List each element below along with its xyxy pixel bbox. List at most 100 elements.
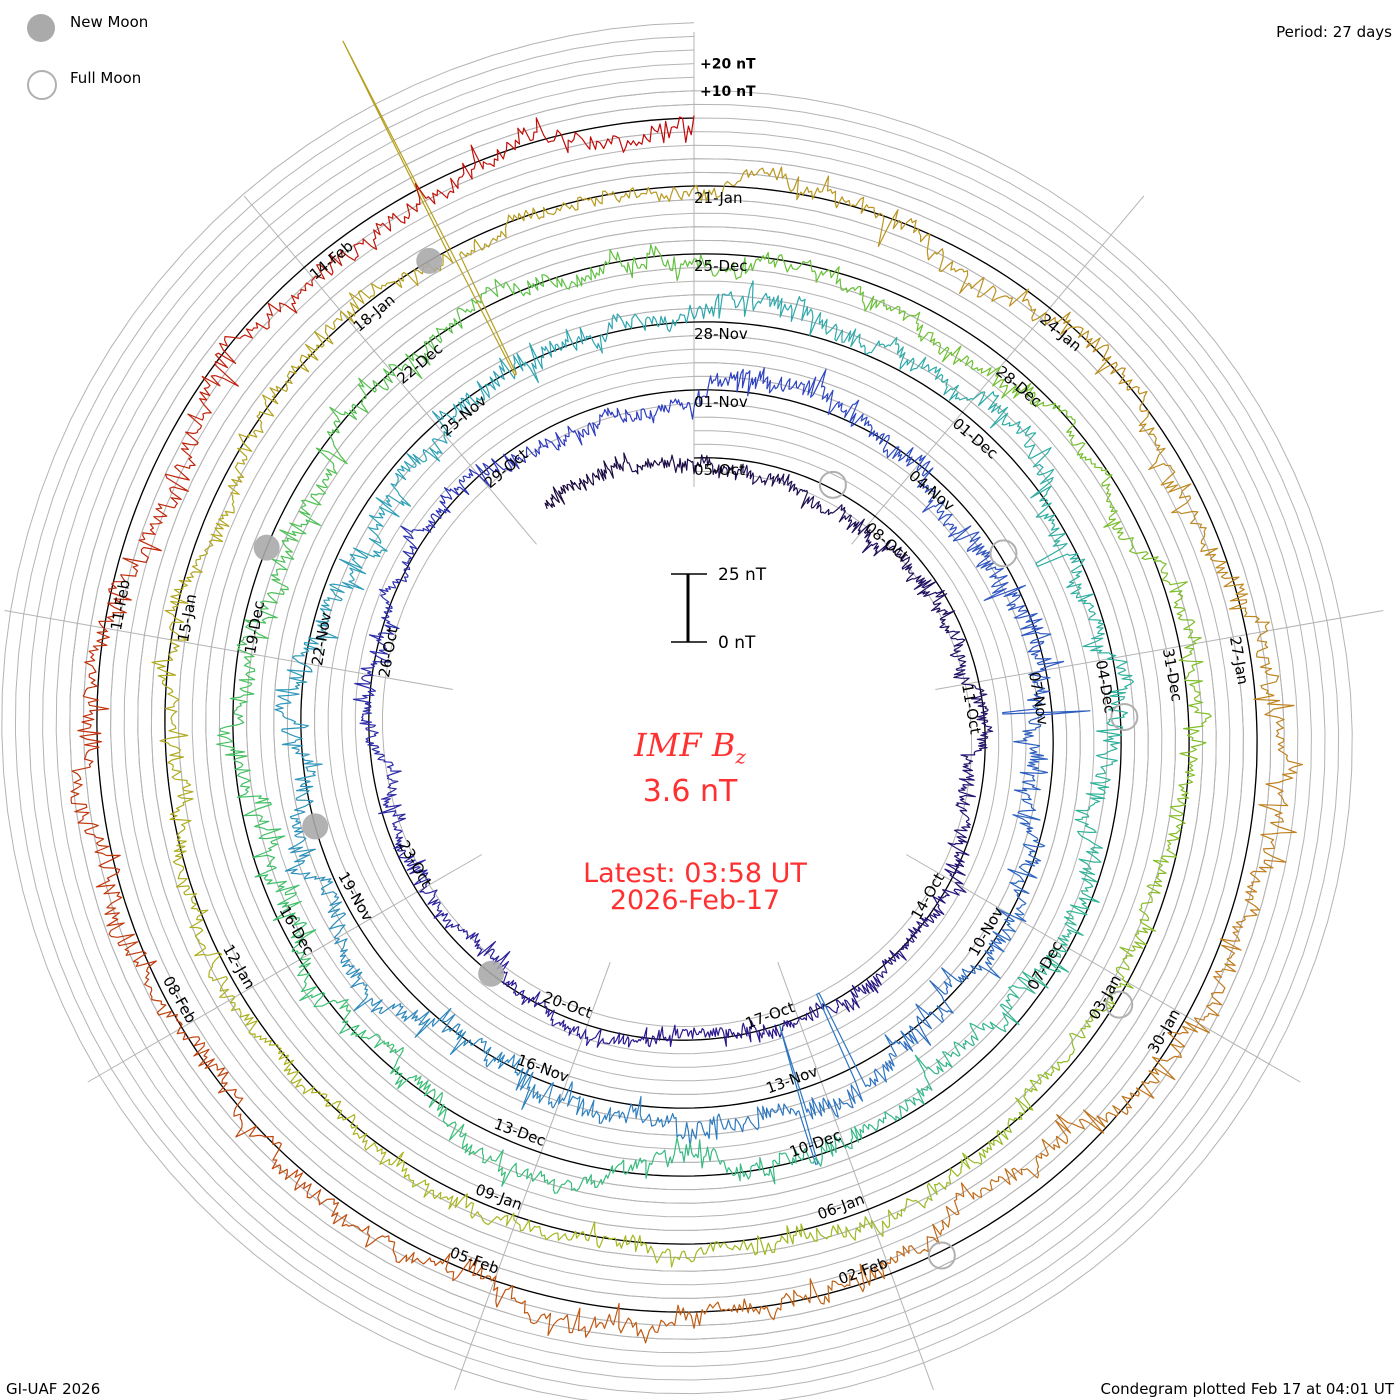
bz-trace-segment [458, 458, 500, 495]
bz-trace-segment [973, 720, 994, 756]
bz-trace-segment [325, 1100, 376, 1151]
bz-trace-segment [1101, 474, 1124, 534]
bz-trace-segment [584, 1302, 658, 1344]
bz-trace-segment [339, 547, 388, 582]
bz-trace-segment [169, 766, 194, 830]
bz-trace-segment [552, 1019, 591, 1046]
bz-trace-segment [385, 460, 417, 507]
bz-trace-segment [1028, 301, 1090, 339]
bz-trace-segment [348, 271, 419, 310]
bz-trace-segment [233, 1089, 282, 1145]
bz-trace-segment [431, 486, 470, 519]
bz-trace-segment [895, 337, 938, 374]
bz-trace-segment [917, 228, 969, 276]
bz-trace-segment [70, 766, 104, 840]
bz-trace-segment [1148, 447, 1192, 514]
bz-trace-segment [667, 1241, 731, 1268]
bz-trace-segment [972, 1167, 1040, 1198]
bz-trace-segment [930, 590, 956, 628]
bz-trace-segment [971, 366, 1032, 399]
bz-trace-segment [999, 977, 1036, 1033]
bz-trace-segment [473, 209, 532, 252]
bz-trace-segment [491, 446, 538, 472]
radial-spoke [905, 854, 1301, 1083]
date-label: 15-Jan [174, 593, 200, 644]
bz-trace-segment [1030, 468, 1056, 531]
bz-trace-segment [848, 399, 885, 445]
bz-trace-segment [1016, 425, 1055, 476]
bz-trace-segment [323, 403, 361, 465]
bz-trace-segment [358, 364, 403, 414]
bz-trace-segment [1007, 1074, 1049, 1125]
bz-trace-segment [368, 628, 395, 665]
bz-trace-segment [262, 353, 319, 405]
bz-trace-segment [431, 392, 481, 438]
radial-spokes [4, 32, 1384, 1390]
bz-trace-segment [1044, 1028, 1086, 1080]
radial-spoke [454, 962, 611, 1390]
bz-trace-segment [777, 1024, 825, 1165]
bz-trace-segment [441, 1013, 487, 1055]
date-label: 08-Feb [159, 973, 200, 1026]
bz-trace-segment [292, 617, 339, 658]
bz-trace-segment [1078, 855, 1102, 905]
radial-spoke [87, 854, 483, 1083]
bz-trace-segment [368, 497, 400, 552]
bz-trace-segment [809, 998, 855, 1018]
bz-trace-segment [1017, 947, 1070, 989]
scale-bar: 25 nT 0 nT [671, 565, 767, 653]
period-label: Period: 27 days [1276, 23, 1392, 41]
bz-trace-segment [239, 1010, 289, 1060]
bz-trace-segment [1007, 838, 1046, 879]
bz-trace-segment [185, 375, 221, 446]
bz-trace-segment [724, 367, 769, 397]
bz-trace-segment [790, 175, 856, 209]
bz-trace-segment [875, 948, 907, 979]
grid-spiral [1, 22, 1353, 1400]
bz-trace-segment [920, 889, 950, 924]
bz-trace-segment [1066, 430, 1108, 476]
bz-trace-segment [752, 473, 785, 487]
bz-trace-segment [567, 470, 601, 491]
bz-trace-segment [288, 798, 314, 850]
bz-trace-segment [392, 813, 406, 856]
bz-trace-segment [1006, 594, 1044, 637]
bz-trace-segment [556, 327, 606, 354]
bz-trace-segment [279, 505, 322, 560]
bz-trace-segment [800, 298, 843, 342]
bz-trace-segment [1115, 927, 1148, 989]
bz-trace-segment [541, 1221, 607, 1249]
bz-trace-segment [164, 577, 192, 641]
bz-trace-segment [367, 742, 402, 781]
chart-title: IMF Bz [560, 726, 820, 768]
bz-trace-segment [877, 1088, 925, 1124]
bz-trace-segment [561, 1159, 625, 1192]
bz-trace-segment [374, 1145, 427, 1188]
bz-trace-segment [159, 704, 189, 768]
bz-trace-segment [275, 656, 313, 705]
bz-trace-segment [552, 1081, 600, 1118]
bz-trace-segment [838, 504, 865, 535]
footer-plotted-time: Condegram plotted Feb 17 at 04:01 UT [1100, 1380, 1394, 1398]
bz-trace-segment [1035, 527, 1086, 574]
bz-trace-segment [1139, 872, 1167, 932]
bz-trace-segment [515, 1066, 554, 1110]
bz-trace-segment [829, 266, 882, 312]
bz-trace-segment [854, 196, 919, 248]
bz-trace-segment [1096, 710, 1129, 762]
date-label: 20-Oct [541, 988, 595, 1022]
bz-trace-segment [942, 855, 967, 896]
bz-trace-segment [810, 368, 854, 418]
bz-trace-segment [643, 398, 685, 424]
bz-trace-segment [792, 1223, 857, 1245]
full-moon-marker [1105, 990, 1134, 1019]
bz-trace-segment [389, 1043, 429, 1091]
bz-trace-segment [953, 654, 976, 687]
bz-trace-segment [372, 183, 427, 250]
bz-trace-segment [1085, 335, 1133, 391]
bz-trace-segment [971, 686, 989, 721]
full-moon-marker [818, 470, 847, 499]
bz-trace-segment [983, 561, 1026, 601]
bz-trace-segment [423, 1183, 482, 1219]
